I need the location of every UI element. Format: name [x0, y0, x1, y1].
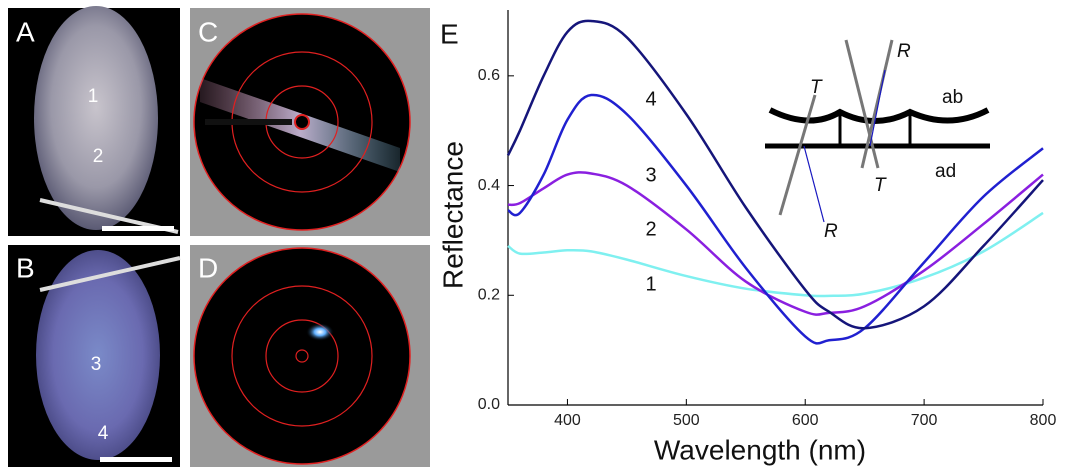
spot-label: 1: [88, 86, 99, 107]
series-line: [507, 93, 1044, 345]
panel-label: B: [16, 252, 35, 283]
x-tick-label: 700: [911, 412, 938, 429]
inset-label: ab: [942, 87, 963, 108]
x-tick-label: 400: [554, 412, 581, 429]
reflection-spot: [306, 323, 334, 341]
inset-label: ad: [935, 161, 956, 182]
wing-a: [34, 6, 158, 230]
series-line: [507, 211, 1044, 298]
y-tick-label: 0.2: [478, 286, 500, 303]
y-tick-label: 0.0: [478, 396, 500, 413]
ring: [231, 285, 373, 427]
spot-label: 2: [93, 146, 104, 167]
series-line: [507, 171, 1044, 316]
ring: [265, 319, 339, 393]
x-tick-label: 600: [792, 412, 819, 429]
x-tick-label: 500: [673, 412, 700, 429]
x-tick-label: 800: [1030, 412, 1057, 429]
needle: [39, 256, 181, 292]
panel-label: A: [16, 16, 35, 47]
inset-label: R: [824, 221, 838, 242]
panel-label: C: [198, 16, 218, 47]
spot-label: 3: [91, 354, 102, 375]
scale-bar: [102, 226, 174, 231]
y-tick-label: 0.4: [478, 177, 500, 194]
scale-bar: [100, 457, 172, 462]
series-label: 2: [645, 218, 656, 240]
spot-label: 4: [98, 423, 109, 444]
y-axis-label: Reflectance: [437, 141, 468, 289]
inset-label: T: [874, 175, 887, 196]
series-label: 1: [645, 273, 656, 295]
inset-label: T: [810, 77, 823, 98]
ring: [294, 114, 310, 130]
x-axis-label: Wavelength (nm): [654, 434, 866, 465]
scatter-disc: [193, 247, 411, 465]
ring: [295, 349, 309, 363]
panel-label: E: [440, 18, 459, 49]
series-line: [506, 19, 1044, 330]
inset-label: R: [897, 41, 911, 62]
series-label: 3: [645, 164, 656, 186]
y-tick-label: 0.6: [478, 67, 500, 84]
series-label: 4: [645, 88, 656, 110]
inset-diagram: [765, 39, 990, 223]
wing-b: [36, 250, 160, 460]
panel-label: D: [198, 252, 218, 283]
